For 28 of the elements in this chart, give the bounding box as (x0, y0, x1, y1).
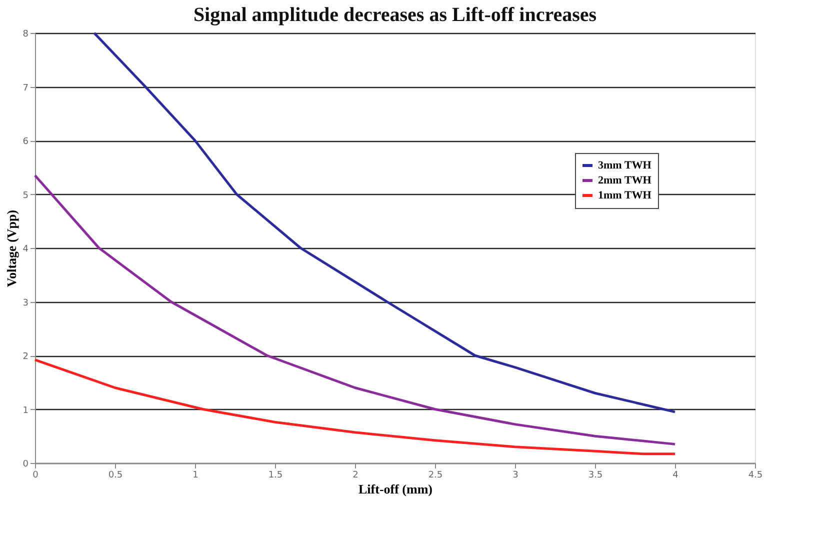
x-tick-label: 3.5 (588, 470, 603, 480)
legend-label: 1mm TWH (598, 190, 652, 202)
x-axis-title: Lift-off (mm) (358, 482, 432, 496)
y-tick-label: 2 (22, 352, 28, 362)
y-tick-label: 5 (22, 190, 28, 201)
x-tick-label: 2 (352, 470, 358, 480)
x-tick-label: 1.5 (268, 470, 283, 480)
y-tick-label: 6 (22, 137, 29, 147)
y-tick-label: 0 (22, 460, 29, 470)
x-tick-label: 0.5 (108, 470, 123, 480)
line-series (92, 32, 676, 414)
y-tick-label: 4 (22, 244, 29, 254)
line-series (34, 174, 676, 446)
chart-title: Signal amplitude decreases as Lift-off increases (193, 4, 597, 26)
x-tick-label: 4.5 (748, 470, 763, 480)
x-tick-label: 3 (512, 470, 518, 480)
x-tick-label: 2.5 (428, 470, 443, 480)
line-series (34, 358, 676, 456)
y-axis-title: Voltage (Vpp) (4, 210, 19, 288)
y-tick-label: 1 (22, 406, 28, 416)
y-tick-label: 8 (22, 30, 29, 40)
x-tick-label: 1 (192, 470, 198, 480)
legend-label: 3mm TWH (598, 160, 652, 172)
legend-label: 2mm TWH (598, 174, 652, 186)
x-tick-label: 0 (32, 470, 39, 480)
x-tick-label: 4 (672, 470, 679, 480)
y-tick-label: 7 (22, 83, 28, 94)
y-tick-label: 3 (22, 298, 28, 308)
